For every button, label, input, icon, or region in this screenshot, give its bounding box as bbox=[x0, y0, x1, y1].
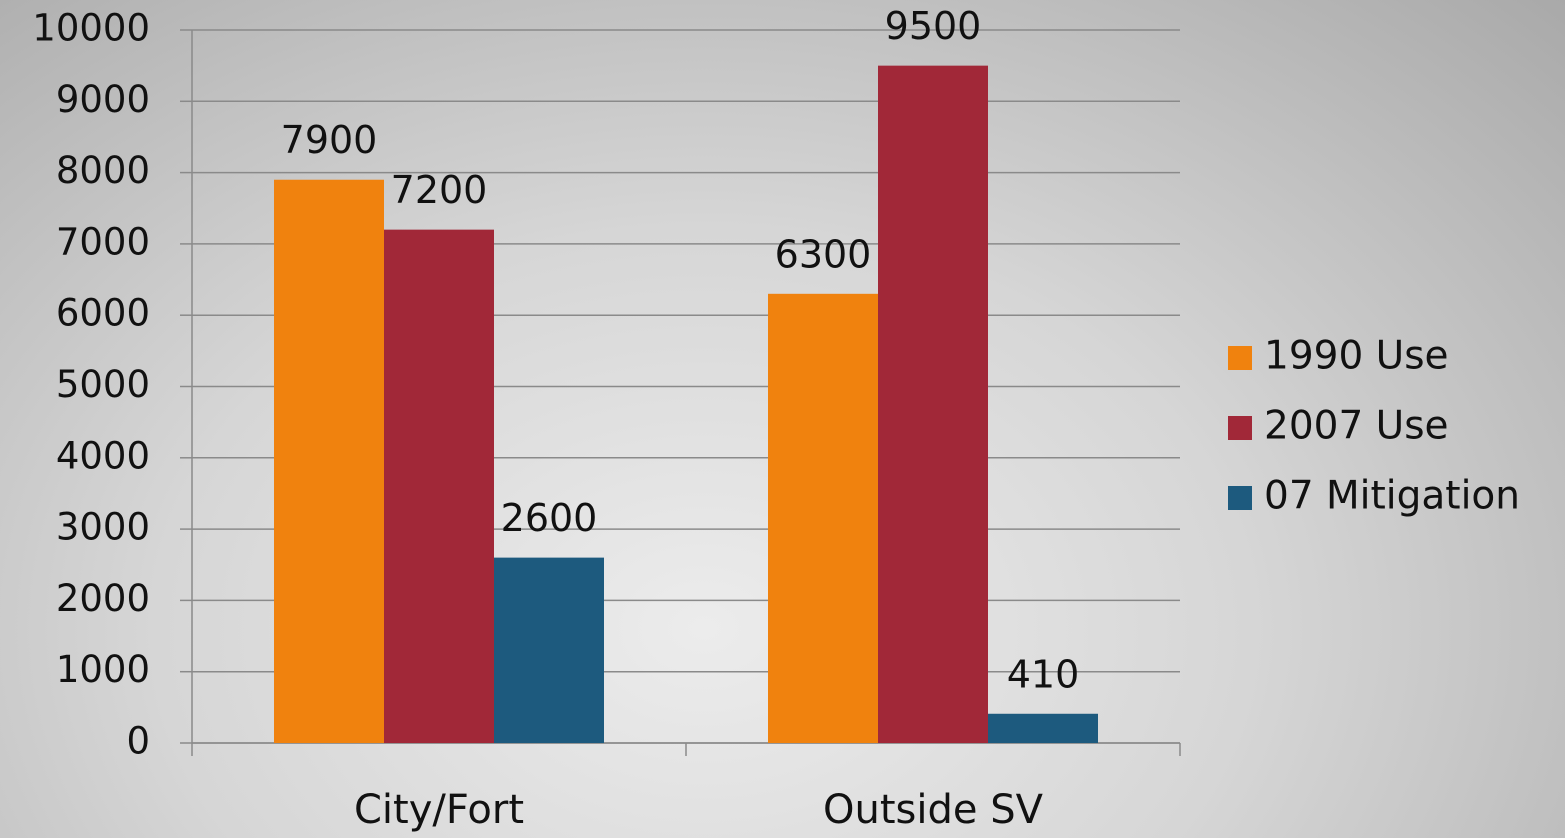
legend-label: 07 Mitigation bbox=[1264, 474, 1520, 519]
legend-label: 1990 Use bbox=[1264, 334, 1449, 379]
bar bbox=[494, 557, 604, 743]
bar bbox=[878, 65, 988, 743]
y-tick-label: 4000 bbox=[56, 434, 150, 477]
value-label: 9500 bbox=[885, 4, 982, 48]
y-tick-label: 8000 bbox=[56, 149, 150, 192]
value-label: 7200 bbox=[391, 168, 488, 212]
bar bbox=[768, 293, 878, 743]
value-label: 410 bbox=[1007, 652, 1080, 696]
legend-label: 2007 Use bbox=[1264, 404, 1449, 449]
y-tick-label: 7000 bbox=[56, 220, 150, 263]
y-tick-label: 9000 bbox=[56, 78, 150, 121]
y-tick-label: 1000 bbox=[56, 648, 150, 691]
value-label: 2600 bbox=[501, 496, 598, 540]
value-label: 6300 bbox=[775, 232, 872, 276]
value-label: 7900 bbox=[281, 118, 378, 162]
legend-swatch bbox=[1228, 346, 1252, 370]
x-tick-label: City/Fort bbox=[354, 787, 524, 833]
legend-swatch bbox=[1228, 486, 1252, 510]
y-tick-label: 3000 bbox=[56, 506, 150, 549]
y-tick-label: 2000 bbox=[56, 577, 150, 620]
y-tick-label: 10000 bbox=[32, 7, 150, 50]
y-tick-label: 5000 bbox=[56, 363, 150, 406]
legend-swatch bbox=[1228, 416, 1252, 440]
bar bbox=[274, 179, 384, 744]
bar bbox=[988, 713, 1098, 743]
y-tick-label: 6000 bbox=[56, 292, 150, 335]
y-tick-label: 0 bbox=[126, 720, 150, 763]
bar bbox=[384, 229, 494, 743]
x-tick-label: Outside SV bbox=[823, 787, 1044, 833]
